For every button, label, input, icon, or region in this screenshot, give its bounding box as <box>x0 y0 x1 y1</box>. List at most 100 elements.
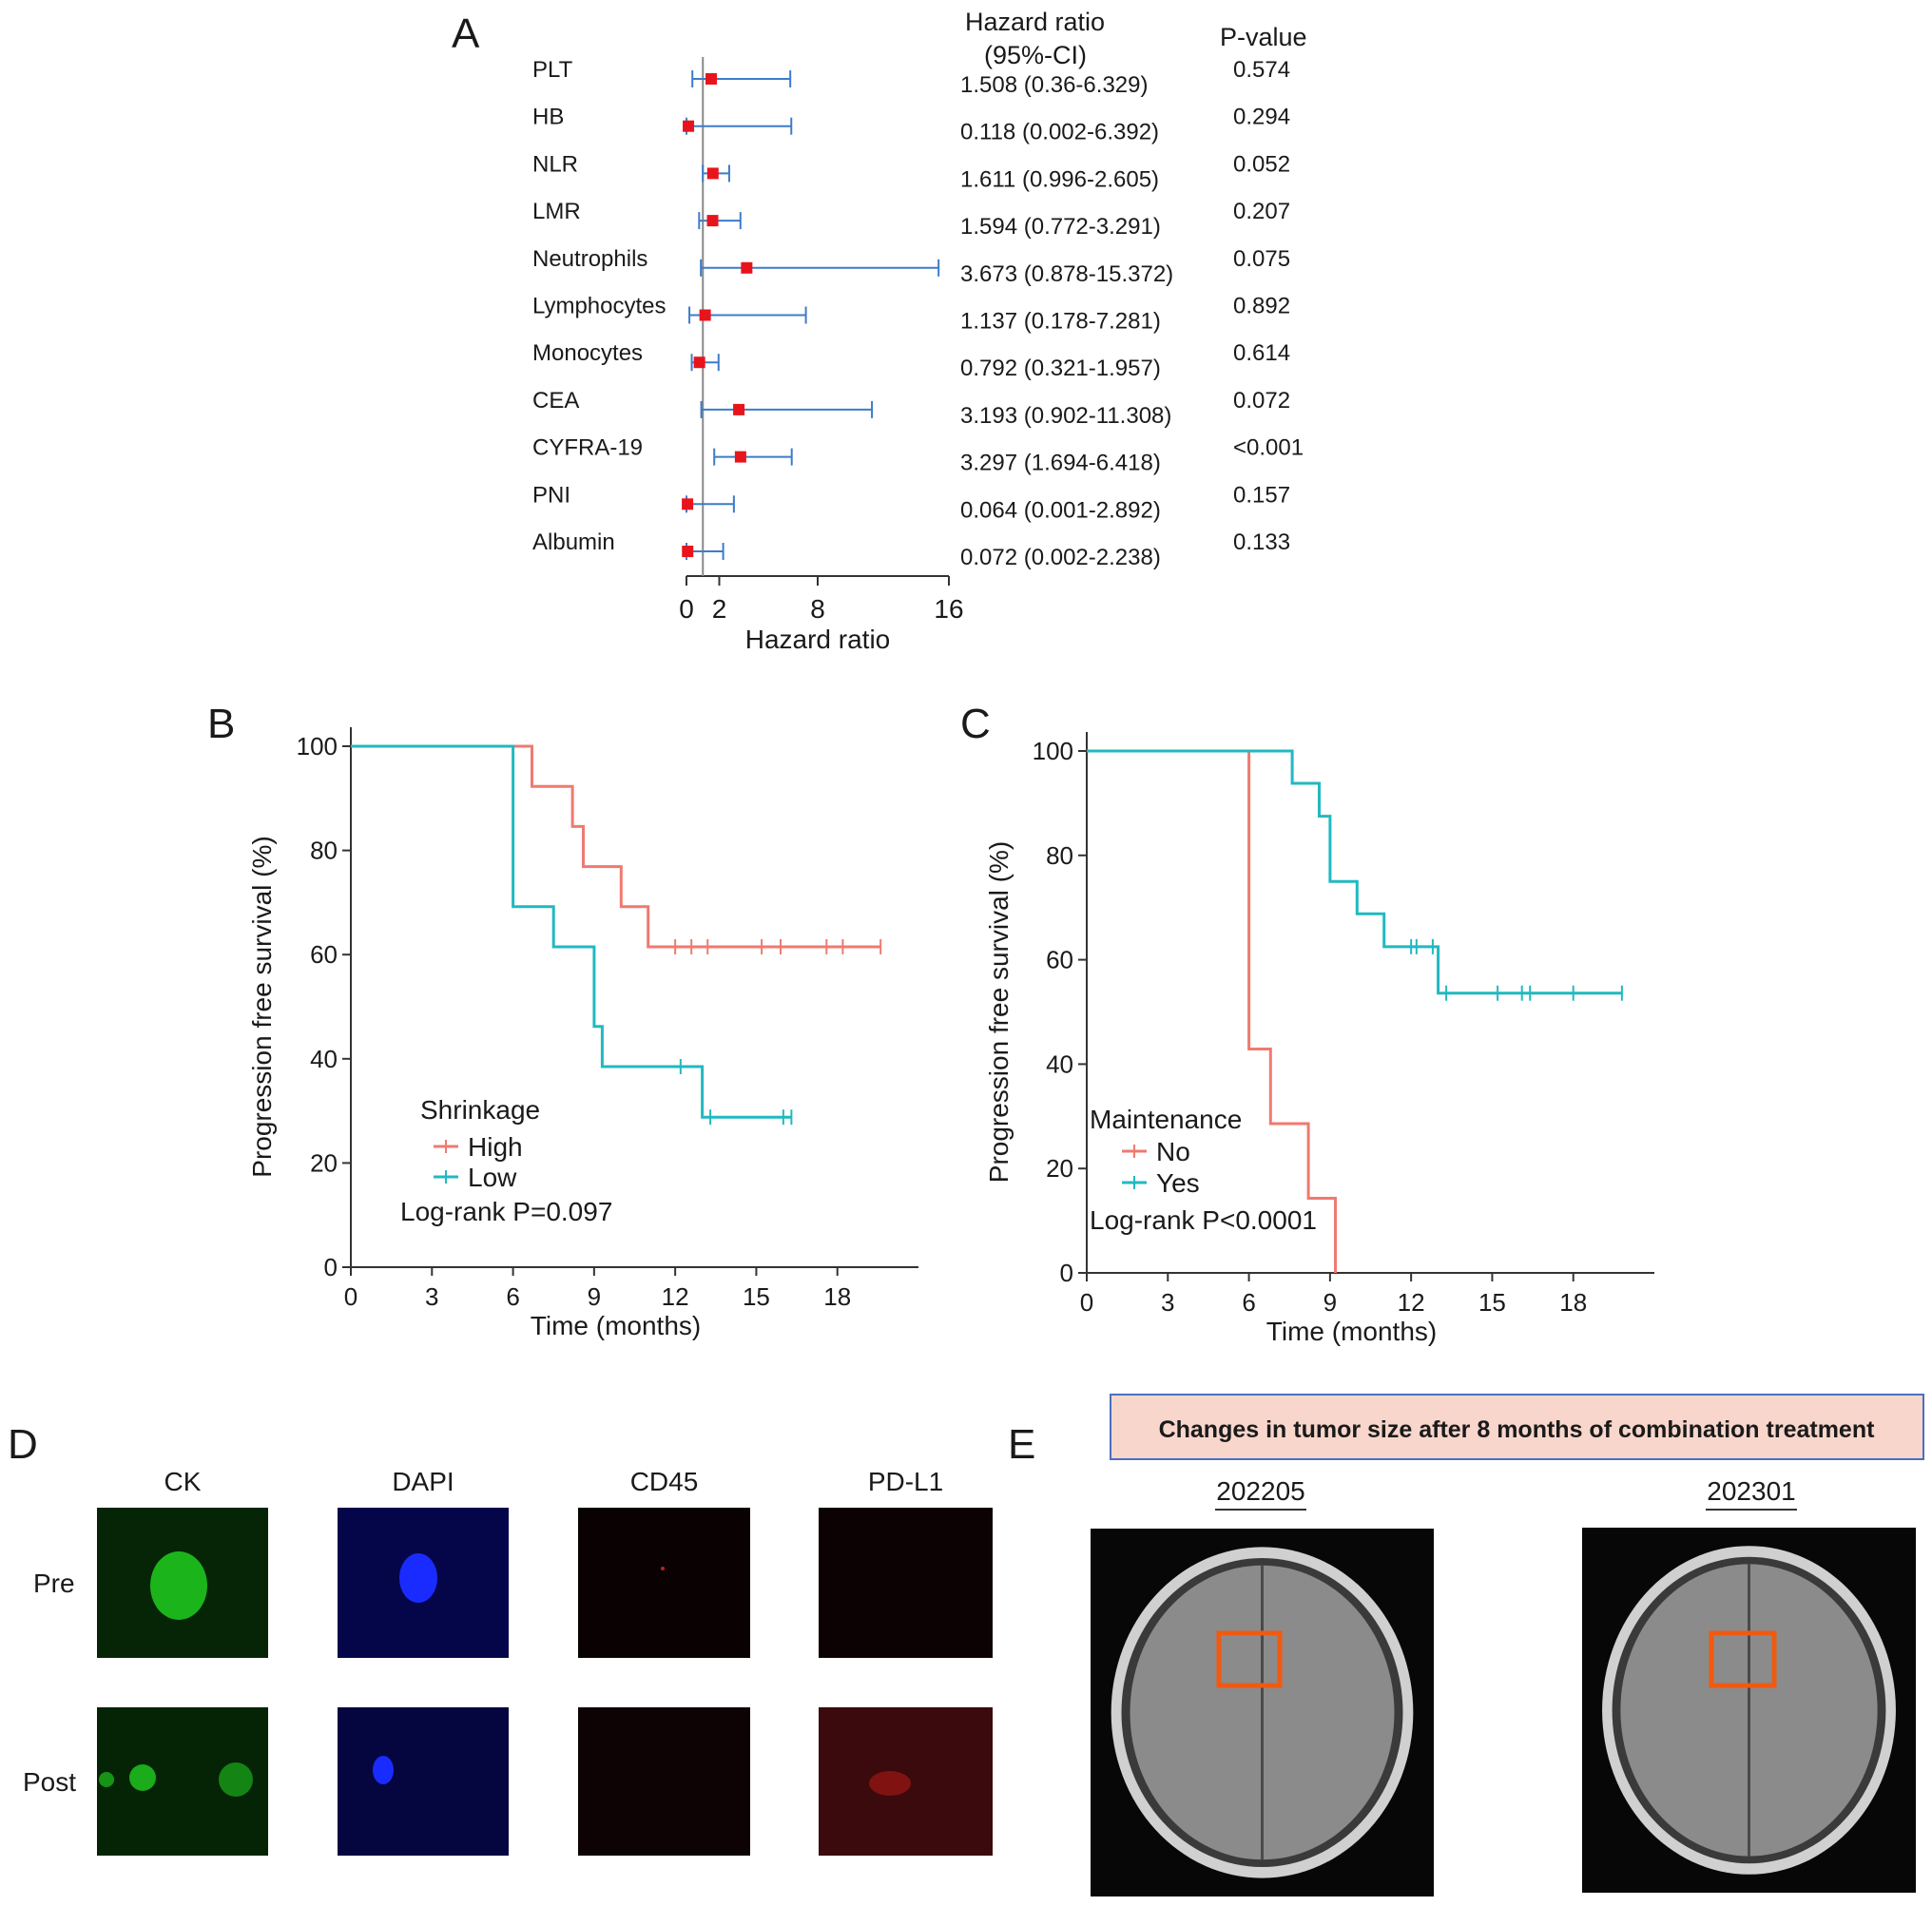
forest-point <box>741 261 753 274</box>
forest-p-value: 0.052 <box>1233 151 1290 177</box>
panel-e-letter: E <box>1008 1421 1035 1468</box>
mri-comparison: 202205 202301 <box>1091 1476 1916 1896</box>
km-curve-no <box>1087 749 1337 1273</box>
ck-cell-signal <box>150 1551 207 1620</box>
km-legend-label: Low <box>468 1163 517 1192</box>
forest-rows: PLT 1.508 (0.36-6.329) 0.574 HB 0.118 (0.002… <box>532 57 1304 570</box>
km-legend-title: Maintenance <box>1090 1105 1242 1134</box>
km-y-tick-label: 40 <box>1046 1049 1073 1078</box>
scan-date-label: 202205 <box>1216 1476 1304 1506</box>
forest-x-tick-label: 8 <box>810 594 825 624</box>
forest-hr-ci-text: 0.118 (0.002-6.392) <box>960 120 1159 145</box>
forest-p-value: 0.157 <box>1233 482 1290 508</box>
ctc-image-tile <box>338 1707 509 1856</box>
km-annotation: Log-rank P<0.0001 <box>1090 1205 1317 1235</box>
forest-hr-ci-text: 3.297 (1.694-6.418) <box>960 451 1161 476</box>
km-y-axis-label: Progression free survival (%) <box>984 841 1014 1183</box>
forest-point <box>706 167 719 180</box>
forest-hr-ci-text: 1.594 (0.772-3.291) <box>960 214 1161 240</box>
ctc-image-grid: CK DAPI CD45 PD-L1 Pre Post <box>23 1467 993 1856</box>
km-x-tick-label: 0 <box>1080 1288 1093 1317</box>
km-x-tick-label: 18 <box>823 1282 851 1311</box>
km-y-tick-label: 40 <box>310 1045 338 1073</box>
km-x-tick-label: 12 <box>1398 1288 1425 1317</box>
ctc-row-label: Pre <box>33 1569 75 1598</box>
km-x-axis-label: Time (months) <box>1266 1317 1437 1346</box>
ctc-column-label: PD-L1 <box>868 1467 943 1496</box>
forest-hr-ci-text: 1.137 (0.178-7.281) <box>960 309 1161 335</box>
ck-cell-signal <box>99 1772 114 1787</box>
km-y-tick-label: 0 <box>1060 1259 1073 1287</box>
dapi-nucleus-signal <box>399 1553 437 1603</box>
km-x-tick-label: 3 <box>1161 1288 1174 1317</box>
forest-point <box>683 120 695 132</box>
forest-row-label: CYFRA-19 <box>532 435 643 461</box>
km-y-tick-label: 60 <box>1046 946 1073 974</box>
panel-b-letter: B <box>207 701 235 747</box>
km-legend-title: Shrinkage <box>420 1095 540 1125</box>
km-x-axis-label: Time (months) <box>531 1311 701 1340</box>
km-legend-label: No <box>1156 1137 1190 1166</box>
dapi-nucleus-signal <box>373 1756 394 1784</box>
forest-hr-ci-text: 3.673 (0.878-15.372) <box>960 261 1173 287</box>
km-legend-label: Yes <box>1156 1168 1200 1198</box>
forest-row-label: CEA <box>532 388 579 414</box>
ctc-column-label: CD45 <box>630 1467 699 1496</box>
forest-p-value: 0.294 <box>1233 105 1290 130</box>
banner-text: Changes in tumor size after 8 months of … <box>1159 1416 1876 1443</box>
ctc-row-label: Post <box>23 1767 76 1797</box>
km-y-tick-label: 100 <box>297 732 338 760</box>
km-x-tick-label: 15 <box>743 1282 770 1311</box>
forest-row-label: HB <box>532 105 564 130</box>
ck-cell-signal <box>219 1762 253 1797</box>
forest-p-col-title: P-value <box>1220 23 1307 51</box>
forest-x-tick-label: 16 <box>934 594 963 624</box>
forest-point <box>734 451 746 463</box>
forest-hr-ci-text: 1.611 (0.996-2.605) <box>960 166 1159 192</box>
pdl1-signal <box>869 1771 911 1796</box>
forest-hr-ci-text: 1.508 (0.36-6.329) <box>960 72 1148 98</box>
km-x-tick-label: 0 <box>344 1282 357 1311</box>
cd45-signal <box>661 1567 665 1570</box>
forest-point <box>733 403 745 415</box>
ck-cell-signal <box>129 1764 156 1791</box>
forest-row-label: NLR <box>532 151 578 177</box>
forest-x-tick-label: 0 <box>679 594 694 624</box>
km-x-tick-label: 3 <box>425 1282 438 1311</box>
km-curve-yes <box>1087 749 1622 995</box>
km-y-axis-label: Progression free survival (%) <box>247 836 277 1177</box>
km-y-tick-label: 100 <box>1033 737 1073 765</box>
km-legend-label: High <box>468 1132 523 1162</box>
forest-p-value: 0.133 <box>1233 529 1290 555</box>
km-curve-high <box>351 744 881 949</box>
panel-d-letter: D <box>8 1421 38 1468</box>
forest-point <box>705 73 718 85</box>
ctc-image-tile <box>578 1707 750 1856</box>
forest-row-label: PLT <box>532 57 573 83</box>
forest-hr-ci-text: 3.193 (0.902-11.308) <box>960 403 1171 429</box>
forest-hr-ci-text: 0.072 (0.002-2.238) <box>960 545 1161 570</box>
forest-point <box>682 546 694 557</box>
km-plot-maintenance: 0 3 6 9 12 15 18 0 20 40 60 80 100 Time (months) Progr… <box>984 732 1654 1346</box>
ctc-image-tile <box>578 1508 750 1658</box>
forest-row-label: Monocytes <box>532 340 643 366</box>
forest-row-label: Albumin <box>532 529 615 555</box>
forest-hr-ci-text: 0.792 (0.321-1.957) <box>960 356 1161 381</box>
km-x-tick-label: 6 <box>506 1282 519 1311</box>
forest-point <box>693 356 705 369</box>
forest-hr-ci-text: 0.064 (0.001-2.892) <box>960 497 1161 523</box>
forest-p-value: 0.614 <box>1233 340 1290 366</box>
forest-p-value: 0.207 <box>1233 199 1290 224</box>
forest-p-value: 0.072 <box>1233 388 1290 414</box>
lesion-highlight-box <box>1216 1630 1283 1688</box>
banner-box <box>1110 1394 1924 1460</box>
forest-row-label: LMR <box>532 199 581 224</box>
km-curve-low <box>351 744 792 1119</box>
scan-date-label: 202301 <box>1707 1476 1795 1506</box>
forest-p-value: 0.075 <box>1233 246 1290 272</box>
km-y-tick-label: 20 <box>1046 1154 1073 1183</box>
km-y-tick-label: 60 <box>310 940 338 969</box>
km-y-tick-label: 80 <box>1046 841 1073 870</box>
forest-hr-col-title-1: Hazard ratio <box>965 8 1105 36</box>
